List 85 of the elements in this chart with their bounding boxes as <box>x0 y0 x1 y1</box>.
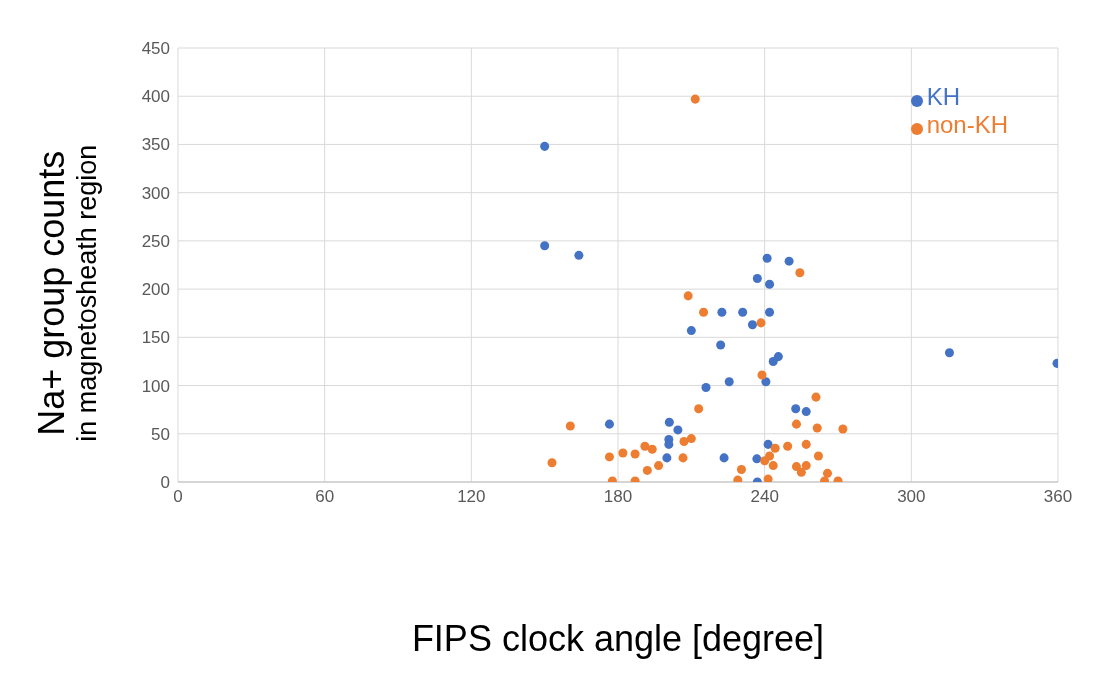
point <box>642 465 652 475</box>
point <box>791 404 801 414</box>
point <box>944 348 954 358</box>
point <box>760 456 770 466</box>
x-tick-label: 180 <box>603 487 633 507</box>
x-tick-label: 240 <box>750 487 779 507</box>
point <box>747 320 757 330</box>
point <box>673 425 683 435</box>
point <box>647 444 657 454</box>
point <box>796 467 806 477</box>
x-axis-title: FIPS clock angle [degree] <box>410 618 826 660</box>
point <box>540 141 550 151</box>
point <box>738 307 748 317</box>
point <box>757 370 767 380</box>
y-tick-label: 300 <box>141 183 170 203</box>
point <box>756 318 766 328</box>
point <box>565 421 575 431</box>
point <box>719 453 729 463</box>
point <box>699 307 709 317</box>
point <box>694 404 704 414</box>
point <box>686 434 696 444</box>
point <box>761 377 771 387</box>
y-axis-title: Na+ group counts in magnetosheath region <box>31 144 105 442</box>
point <box>716 340 726 350</box>
point <box>690 94 700 104</box>
legend-label: KH <box>926 83 960 110</box>
point <box>765 279 775 289</box>
y-tick-label: 400 <box>141 87 170 107</box>
point <box>765 307 775 317</box>
point <box>770 443 780 453</box>
point <box>574 250 584 260</box>
point <box>686 326 696 336</box>
point <box>701 382 711 392</box>
point <box>683 291 693 301</box>
point <box>662 453 672 463</box>
point <box>813 451 823 461</box>
point <box>752 454 762 464</box>
point <box>768 356 778 366</box>
legend-label: non-KH <box>926 111 1008 138</box>
y-tick-label: 150 <box>141 328 170 348</box>
point <box>768 461 778 471</box>
point <box>604 419 614 429</box>
point <box>812 423 822 433</box>
x-tick-label: 120 <box>457 487 486 507</box>
y-tick-label: 50 <box>151 424 170 444</box>
point <box>801 461 811 471</box>
point <box>811 392 821 402</box>
point <box>724 377 734 387</box>
y-tick-label: 450 <box>141 39 170 59</box>
point <box>783 441 793 451</box>
point <box>547 458 557 468</box>
y-tick-label: 350 <box>141 135 170 155</box>
point <box>838 424 848 434</box>
point <box>801 439 811 449</box>
x-tick-label: 360 <box>1043 487 1073 507</box>
point <box>801 407 811 417</box>
point <box>791 462 801 472</box>
point <box>763 474 773 482</box>
point <box>664 417 674 427</box>
point <box>773 352 783 362</box>
x-tick-label: 300 <box>897 487 926 507</box>
x-tick-label: 60 <box>315 487 335 507</box>
point <box>640 441 650 451</box>
point <box>752 274 762 284</box>
point <box>679 436 689 446</box>
x-tick-label: 0 <box>173 487 183 507</box>
point <box>822 468 832 478</box>
y-tick-label: 0 <box>160 473 170 493</box>
point <box>618 448 628 458</box>
point <box>733 475 743 482</box>
point <box>678 453 688 463</box>
y-tick-label: 100 <box>141 376 170 396</box>
point <box>762 253 772 263</box>
point <box>795 268 805 278</box>
point <box>784 256 794 266</box>
point <box>654 461 664 471</box>
point <box>736 464 746 474</box>
point <box>540 241 550 251</box>
y-tick-label: 200 <box>141 280 170 300</box>
y-tick-label: 250 <box>141 231 170 251</box>
point <box>604 452 614 462</box>
point <box>630 449 640 459</box>
point <box>791 419 801 429</box>
point <box>717 307 727 317</box>
point <box>763 439 773 449</box>
